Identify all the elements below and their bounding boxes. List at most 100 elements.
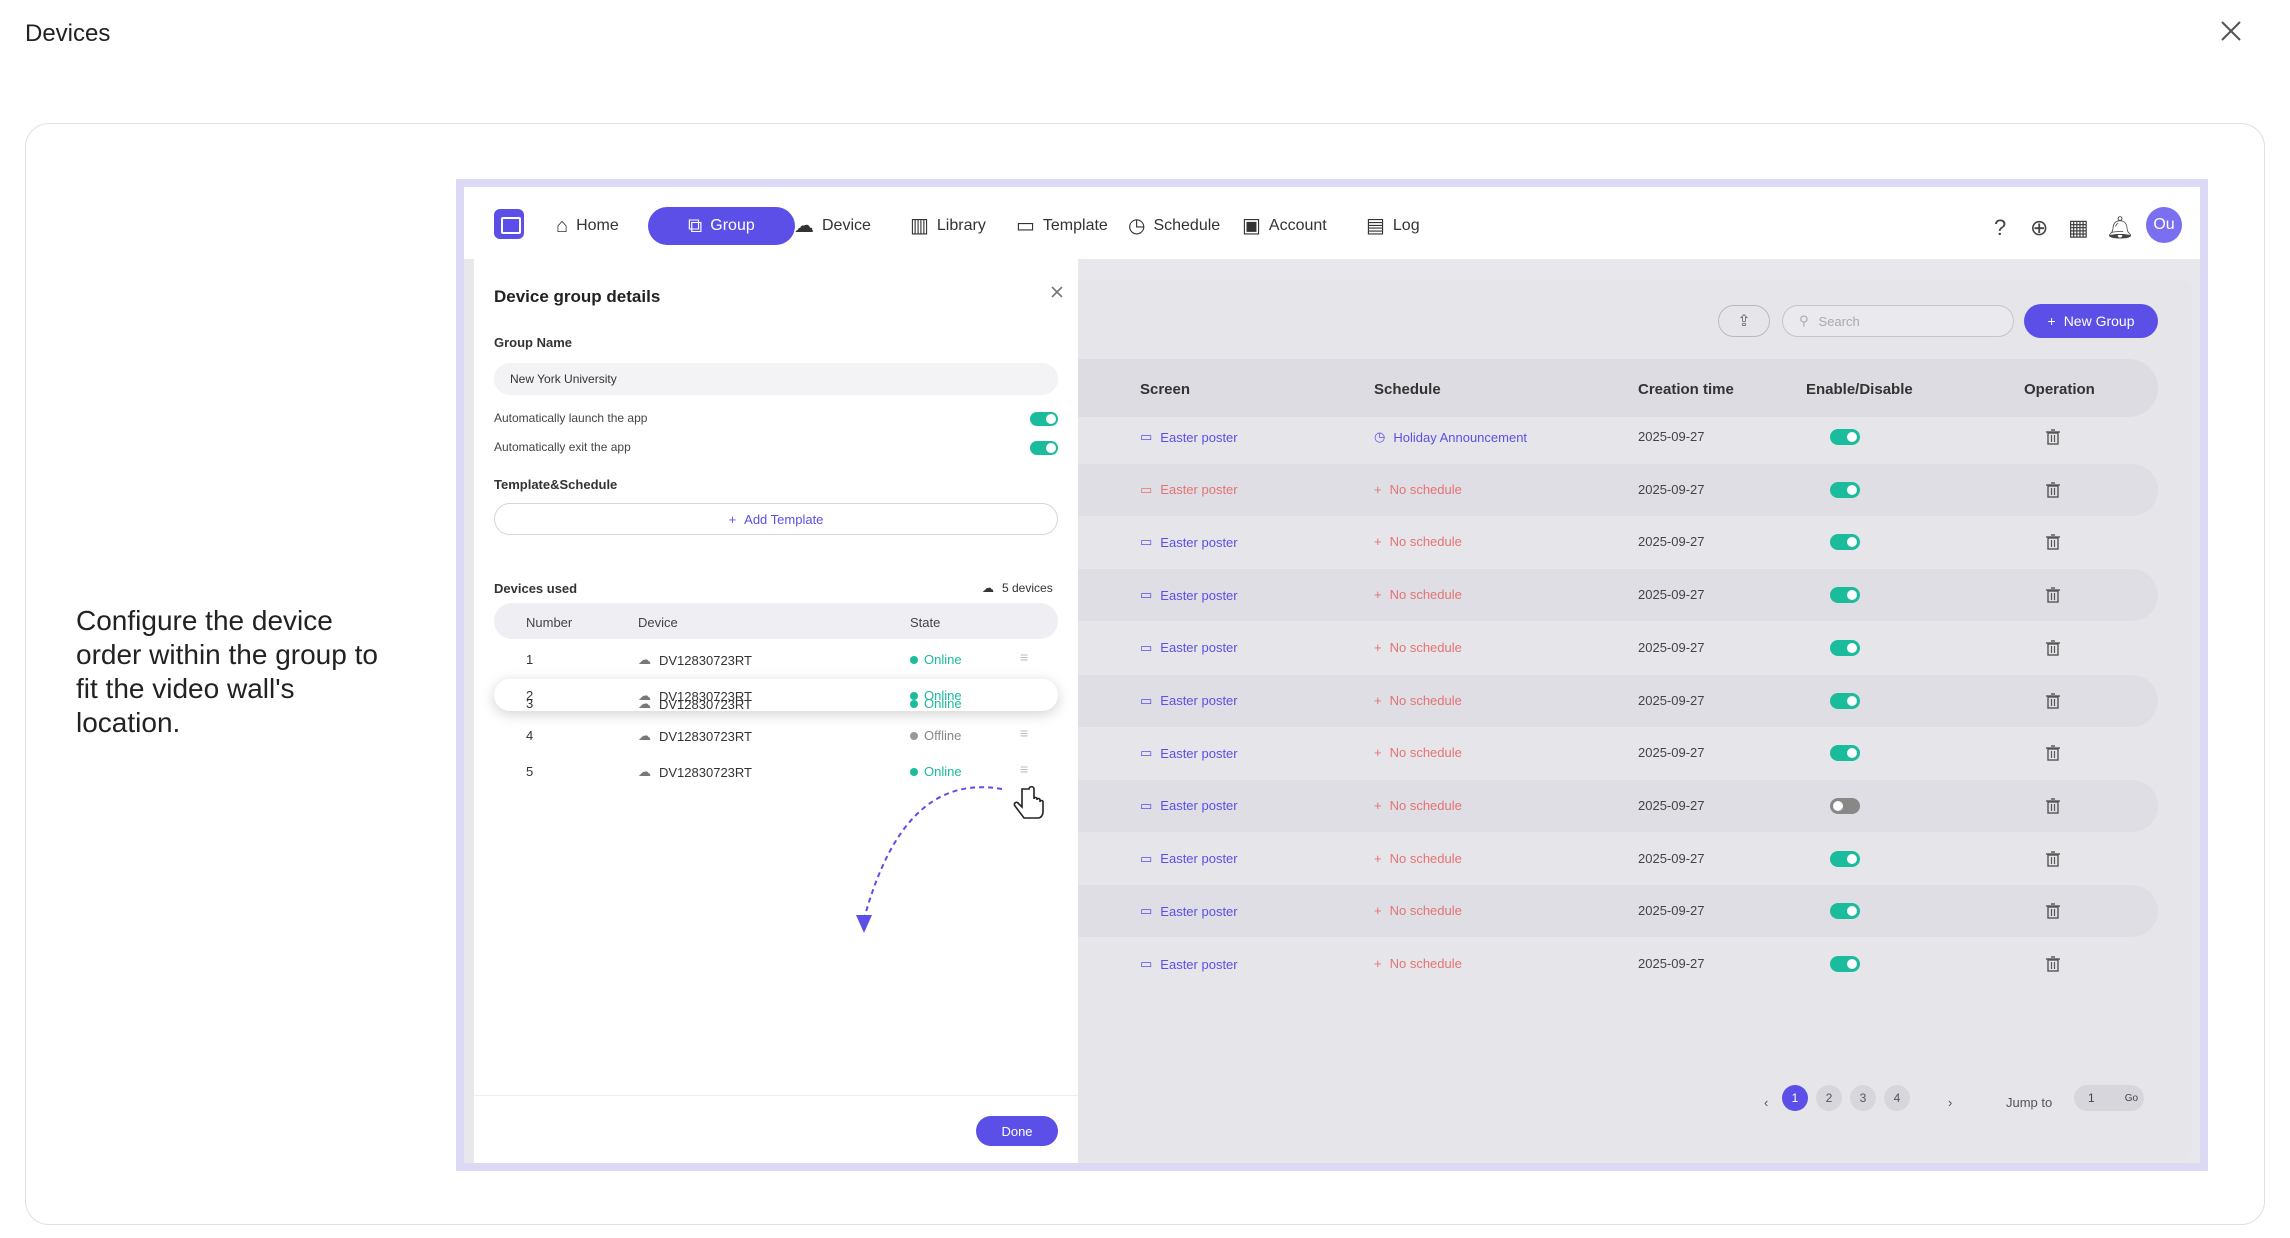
th-screen: Screen [1140,381,1191,398]
enable-toggle[interactable] [1830,639,1860,656]
drag-handle-icon[interactable]: ≡ [1020,761,1029,777]
enable-toggle[interactable] [1830,745,1860,762]
device-row[interactable]: 4 ☁ DV12830723RT Offline ≡ [494,719,1058,751]
avatar[interactable]: Ou [2146,207,2182,243]
trash-icon[interactable] [2046,850,2060,867]
logo [494,209,524,239]
archive-icon[interactable]: ▦ [2068,215,2089,240]
new-group-button[interactable]: + New Group [2024,304,2158,338]
nav-device[interactable]: ☁ Device [794,207,871,245]
device-table-header [494,603,1058,639]
screen-link[interactable]: ▭ Easter poster [1140,587,1238,603]
drag-handle-icon[interactable]: ≡ [1020,725,1029,741]
nav-home[interactable]: ⌂ Home [556,207,619,245]
screen-link[interactable]: ▭ Easter poster [1140,640,1238,656]
trash-icon[interactable] [2046,640,2060,656]
device-row[interactable]: 2 ☁ DV12830723RT Online [494,679,1058,711]
device-icon: ☁ [638,688,651,703]
device-row[interactable]: 5 ☁ DV12830723RT Online ≡ [494,755,1058,787]
schedule-cell[interactable]: + No schedule [1374,745,1462,760]
device-icon: ☁ [638,696,651,709]
nav-log[interactable]: ▤ Log [1366,207,1420,245]
trash-icon[interactable] [2046,903,2060,919]
page-4[interactable]: 4 [1884,1085,1910,1111]
jump-input[interactable]: 1 Go [2074,1085,2144,1111]
enable-toggle[interactable] [1830,850,1860,867]
schedule-cell[interactable]: + No schedule [1374,693,1462,708]
nav-label: Group [710,217,755,234]
close-icon[interactable] [2216,16,2246,46]
screen-name: Easter poster [1160,693,1238,708]
add-template-button[interactable]: + Add Template [494,503,1058,535]
globe-icon[interactable]: ⊕ [2030,215,2049,240]
device-row[interactable]: 3 ☁ DV12830723RT Online [494,695,1058,709]
screen-link[interactable]: ▭ Easter poster [1140,851,1238,867]
trash-icon[interactable] [2046,956,2060,972]
trash-icon[interactable] [2046,587,2060,603]
enable-toggle[interactable] [1830,956,1860,972]
enable-toggle[interactable] [1830,692,1860,709]
screen-link[interactable]: ▭ Easter poster [1140,745,1238,761]
trash-icon[interactable] [2046,798,2060,814]
upload-button[interactable]: ⇪ [1718,305,1770,337]
page-3[interactable]: 3 [1850,1085,1876,1111]
group-name-input[interactable]: New York University [494,363,1058,395]
trash-icon[interactable] [2046,429,2060,445]
drag-handle-icon[interactable]: ≡ [1020,649,1029,665]
device-row[interactable]: 1 ☁ DV12830723RT Online ≡ [494,643,1058,675]
screen-link[interactable]: ▭ Easter poster [1140,798,1238,814]
screen-link[interactable]: ▭ Easter poster [1140,956,1238,972]
trash-icon[interactable] [2046,481,2060,498]
jump-label: Jump to [2006,1095,2053,1110]
screen-link[interactable]: ▭ Easter poster [1140,482,1238,498]
panel-close-icon[interactable] [1048,283,1066,301]
schedule-name: Holiday Announcement [1393,429,1528,445]
prev-page-icon[interactable]: ‹ [1764,1095,1769,1110]
screen-icon: ▭ [1140,639,1153,655]
schedule-cell[interactable]: ◷ Holiday Announcement [1374,429,1527,445]
schedule-cell[interactable]: + No schedule [1374,640,1462,655]
enable-toggle[interactable] [1830,903,1860,920]
schedule-cell[interactable]: + No schedule [1374,482,1462,497]
enable-toggle[interactable] [1830,481,1860,498]
search-input[interactable]: ⚲ Search [1782,305,2014,337]
nav-library[interactable]: ▥ Library [910,207,986,245]
trash-icon[interactable] [2046,534,2060,551]
upload-icon: ⇪ [1737,313,1751,330]
nav-group[interactable]: ⧉ Group [648,207,795,245]
screen-link[interactable]: ▭ Easter poster [1140,693,1238,709]
trash-icon[interactable] [2046,745,2060,761]
enable-toggle[interactable] [1830,587,1860,604]
enable-toggle[interactable] [1830,534,1860,551]
schedule-cell[interactable]: + No schedule [1374,956,1462,971]
screen-name: Easter poster [1160,903,1238,919]
screen-link[interactable]: ▭ Easter poster [1140,903,1238,919]
page-2[interactable]: 2 [1816,1085,1842,1111]
page-1[interactable]: 1 [1782,1085,1808,1111]
schedule-cell[interactable]: + No schedule [1374,534,1462,549]
jump-value: 1 [2088,1091,2095,1105]
nav-template[interactable]: ▭ Template [1016,207,1108,245]
nav-schedule[interactable]: ◷ Schedule [1128,207,1220,245]
screen-link[interactable]: ▭ Easter poster [1140,429,1238,445]
done-button[interactable]: Done [976,1116,1058,1146]
auto-launch-toggle[interactable] [1030,412,1058,426]
screen-name: Easter poster [1160,587,1238,603]
nav-account[interactable]: ▣ Account [1242,207,1327,245]
go-button[interactable]: Go [2124,1092,2139,1104]
schedule-cell[interactable]: + No schedule [1374,587,1462,602]
enable-toggle[interactable] [1830,797,1860,814]
enable-toggle[interactable] [1830,429,1860,445]
next-page-icon[interactable]: › [1948,1095,1953,1110]
schedule-cell[interactable]: + No schedule [1374,798,1462,813]
bell-icon[interactable]: 🔔︎ [2106,215,2134,240]
screen-icon: ▭ [1140,903,1153,919]
trash-icon[interactable] [2046,692,2060,709]
screen-link[interactable]: ▭ Easter poster [1140,534,1238,550]
state-dot [910,691,918,700]
schedule-cell[interactable]: + No schedule [1374,903,1462,918]
auto-exit-toggle[interactable] [1030,441,1058,455]
schedule-cell[interactable]: + No schedule [1374,851,1462,866]
help-icon[interactable]: ? [1994,215,2007,240]
creation-time: 2025-09-27 [1638,745,1705,761]
